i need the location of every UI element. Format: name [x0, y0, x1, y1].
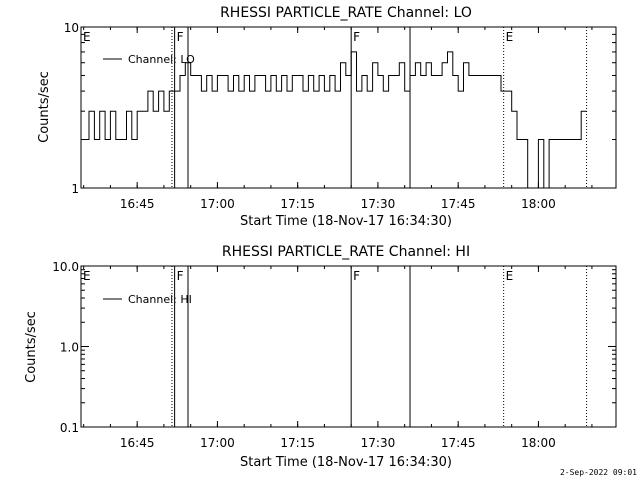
marker-label: F: [353, 30, 360, 44]
y-tick-label: 10.0: [52, 260, 79, 274]
marker-label: E: [83, 269, 91, 283]
x-tick-label: 17:30: [361, 197, 396, 211]
chart-title-hi: RHESSI PARTICLE_RATE Channel: HI: [222, 244, 470, 260]
legend-label-hi: Channel: HI: [128, 293, 192, 306]
panel-lo: RHESSI PARTICLE_RATE Channel: LO Start T…: [37, 5, 617, 229]
x-tick-label: 18:00: [521, 436, 556, 450]
x-tick-label: 17:45: [441, 436, 476, 450]
footer-timestamp: 2-Sep-2022 09:01: [560, 468, 637, 477]
y-ticks-lo: 1 10: [64, 21, 616, 196]
x-tick-label: 18:00: [521, 197, 556, 211]
series-line: [83, 51, 587, 189]
marker-label: E: [506, 269, 514, 283]
marker-label: F: [353, 269, 360, 283]
y-ticks-hi: 0.1 1.0 10.0: [52, 260, 616, 435]
x-tick-label: 17:15: [280, 197, 315, 211]
legend-label-lo: Channel: LO: [128, 53, 195, 66]
y-axis-label-lo: Counts/sec: [37, 71, 52, 143]
marker-label: F: [177, 269, 184, 283]
x-ticks-lo: 16:45 17:00 17:15 17:30 17:45 18:00: [83, 27, 593, 211]
x-axis-label-hi: Start Time (18-Nov-17 16:34:30): [240, 455, 452, 470]
x-tick-label: 16:45: [120, 197, 155, 211]
x-tick-label: 16:45: [120, 436, 155, 450]
x-axis-label-lo: Start Time (18-Nov-17 16:34:30): [240, 214, 452, 229]
x-tick-label: 17:30: [361, 436, 396, 450]
x-ticks-hi: 16:45 17:00 17:15 17:30 17:45 18:00: [83, 266, 593, 450]
x-tick-label: 17:00: [200, 436, 235, 450]
y-axis-label-hi: Counts/sec: [24, 311, 39, 383]
chart-title-lo: RHESSI PARTICLE_RATE Channel: LO: [220, 5, 472, 21]
y-tick-label: 0.1: [60, 421, 79, 435]
series-lo: [83, 51, 587, 189]
marker-label: F: [177, 30, 184, 44]
plot-frame-lo: [80, 26, 617, 189]
x-tick-label: 17:15: [280, 436, 315, 450]
y-tick-label: 10: [64, 21, 79, 35]
marker-label: E: [506, 30, 514, 44]
marker-label: E: [83, 30, 91, 44]
plot-frame-hi: [80, 265, 617, 428]
x-tick-label: 17:45: [441, 197, 476, 211]
panel-hi: RHESSI PARTICLE_RATE Channel: HI Start T…: [24, 244, 617, 470]
y-tick-label: 1: [71, 182, 79, 196]
y-tick-label: 1.0: [60, 341, 79, 355]
x-tick-label: 17:00: [200, 197, 235, 211]
